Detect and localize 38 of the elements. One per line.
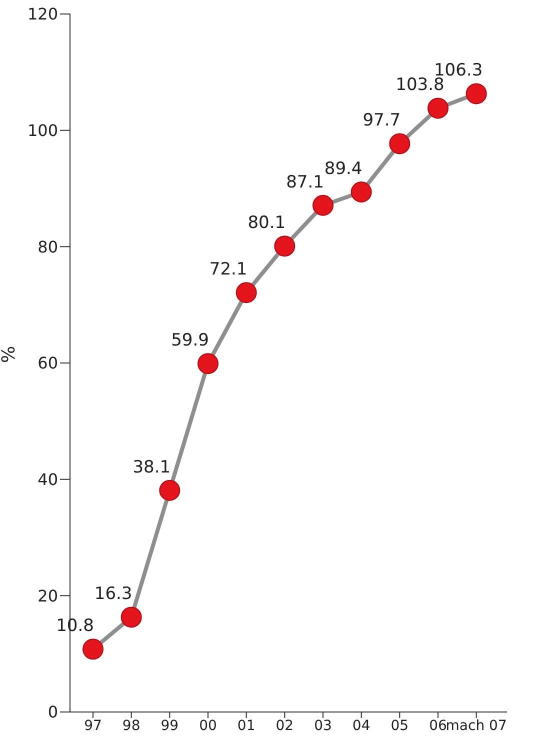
data-label: 38.1 (132, 457, 171, 478)
point (159, 480, 180, 501)
y-tick-label: 120 (27, 4, 58, 24)
data-label: 97.7 (362, 110, 401, 131)
y-tick-label: 20 (38, 586, 58, 606)
x-tick-label: 98 (122, 718, 140, 734)
x-tick-label: 06 (429, 718, 447, 734)
point (198, 353, 218, 374)
x-tick-label: 01 (237, 718, 256, 734)
point (350, 181, 372, 202)
y-tick-label: 40 (38, 470, 58, 490)
data-label: 80.1 (248, 213, 286, 234)
point (236, 282, 257, 304)
point (312, 194, 334, 216)
data-label: 16.3 (94, 584, 132, 604)
point (428, 98, 448, 119)
y-tick-label: 0 (48, 702, 58, 722)
x-tick-label: 97 (84, 718, 102, 734)
y-tick-label: 80 (38, 237, 58, 256)
data-label: 59.9 (171, 330, 209, 351)
point (120, 606, 142, 628)
point (466, 83, 487, 104)
x-tick-label: 03 (314, 718, 332, 734)
y-axis-title: % (0, 346, 20, 363)
x-tick-label: 00 (199, 718, 217, 734)
x-tick-label: 99 (160, 718, 179, 734)
x-tick-label: 02 (276, 718, 294, 734)
x-tick-label: mach 07 (446, 718, 507, 734)
data-label: 87.1 (286, 172, 324, 192)
x-tick-label: 04 (352, 718, 370, 734)
data-label: 72.1 (209, 260, 248, 280)
point (82, 638, 104, 660)
data-label: 89.4 (324, 158, 362, 179)
point (389, 133, 410, 154)
x-tick-label: 05 (390, 718, 409, 734)
point (274, 236, 296, 257)
y-tick-label: 100 (27, 121, 58, 140)
y-tick-label: 60 (38, 354, 58, 373)
